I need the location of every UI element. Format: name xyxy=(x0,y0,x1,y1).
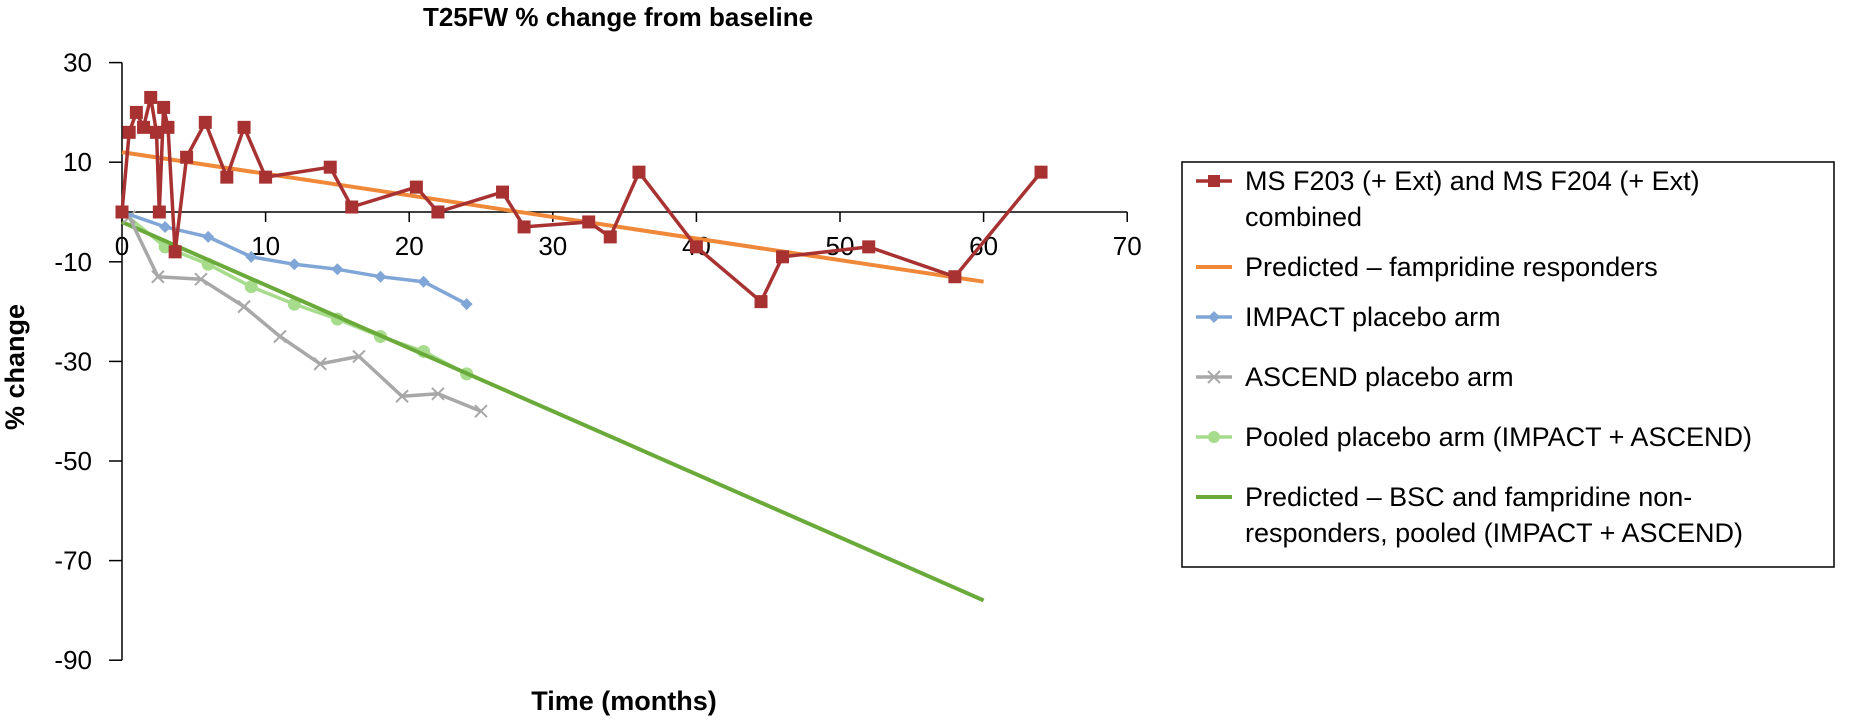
data-point xyxy=(168,245,182,259)
x-tick-label: 30 xyxy=(538,231,567,261)
data-point xyxy=(288,258,301,271)
legend-box xyxy=(1181,161,1835,568)
data-point xyxy=(1208,311,1220,323)
legend-item: Predicted – BSC and fampridine non-respo… xyxy=(1196,482,1743,548)
data-point xyxy=(151,270,165,284)
legend-label: ASCEND placebo arm xyxy=(1245,362,1514,392)
data-point xyxy=(273,329,287,344)
data-point xyxy=(137,120,151,134)
x-tick-label: 70 xyxy=(1113,231,1142,261)
data-point xyxy=(474,404,488,418)
y-tick-label: -30 xyxy=(54,346,92,376)
data-point xyxy=(517,220,531,234)
data-point xyxy=(157,100,171,114)
data-point xyxy=(417,275,430,288)
data-point xyxy=(862,240,876,254)
legend-item: IMPACT placebo arm xyxy=(1196,302,1501,332)
data-point xyxy=(122,125,136,139)
x-tick-label: 50 xyxy=(826,231,855,261)
data-point xyxy=(161,120,175,134)
data-point xyxy=(149,125,163,139)
y-tick-label: -10 xyxy=(54,247,92,277)
y-tick-label: 30 xyxy=(63,48,92,78)
legend-label: IMPACT placebo arm xyxy=(1245,302,1501,332)
data-point xyxy=(194,272,208,286)
data-point xyxy=(431,387,445,401)
series-line xyxy=(121,220,985,603)
y-tick-label: -50 xyxy=(54,446,92,476)
data-point xyxy=(1208,175,1220,187)
data-point xyxy=(152,205,166,219)
data-point xyxy=(431,205,445,219)
y-tick-label: -90 xyxy=(54,645,92,675)
data-point xyxy=(948,270,962,284)
data-point xyxy=(689,240,703,254)
data-point xyxy=(754,295,768,309)
legend-label: Pooled placebo arm (IMPACT + ASCEND) xyxy=(1245,422,1752,452)
x-tick-label: 20 xyxy=(395,231,424,261)
data-point xyxy=(259,170,273,184)
legend-label: responders, pooled (IMPACT + ASCEND) xyxy=(1245,518,1743,548)
plot-series xyxy=(115,90,1048,603)
legend-item: Predicted – fampridine responders xyxy=(1196,252,1658,282)
series-0 xyxy=(115,90,1048,309)
data-point xyxy=(202,230,215,243)
legend-label: MS F203 (+ Ext) and MS F204 (+ Ext) xyxy=(1245,166,1700,196)
data-point xyxy=(345,200,359,214)
data-point xyxy=(159,220,172,233)
y-tick-label: 10 xyxy=(63,147,92,177)
legend-label: combined xyxy=(1245,202,1362,232)
series-3 xyxy=(115,205,488,418)
data-point xyxy=(180,150,194,164)
legend-items: MS F203 (+ Ext) and MS F204 (+ Ext) combi… xyxy=(1196,166,1752,548)
data-point xyxy=(115,205,129,219)
legend-item: Pooled placebo arm (IMPACT + ASCEND) xyxy=(1196,422,1752,452)
data-point xyxy=(1207,370,1221,384)
data-point xyxy=(244,280,258,294)
data-point xyxy=(496,185,510,199)
data-point xyxy=(237,120,251,134)
x-axis-title: Time (months) xyxy=(531,686,717,716)
data-point xyxy=(220,170,234,184)
data-point xyxy=(129,105,143,119)
data-point xyxy=(198,115,212,129)
data-point xyxy=(776,250,790,264)
data-point xyxy=(460,298,473,311)
data-point xyxy=(144,90,158,104)
data-point xyxy=(395,389,409,403)
data-point xyxy=(409,180,423,194)
data-point xyxy=(582,215,596,229)
series-5 xyxy=(121,220,985,603)
chart-title: T25FW % change from baseline xyxy=(423,2,813,32)
data-point xyxy=(245,250,258,263)
data-point xyxy=(313,357,327,371)
data-point xyxy=(352,349,366,364)
legend-label: Predicted – fampridine responders xyxy=(1245,252,1658,282)
legend-item: ASCEND placebo arm xyxy=(1196,362,1514,392)
x-tick-label: 0 xyxy=(115,231,129,261)
y-axis-title: % change xyxy=(0,304,30,430)
data-point xyxy=(1208,431,1220,443)
y-tick-label: -70 xyxy=(54,546,92,576)
legend-label: Predicted – BSC and fampridine non- xyxy=(1245,482,1692,512)
data-point xyxy=(323,160,337,174)
data-point xyxy=(374,270,387,283)
data-point xyxy=(1034,165,1048,179)
data-point xyxy=(632,165,646,179)
data-point xyxy=(603,230,617,244)
data-point xyxy=(331,263,344,276)
data-point xyxy=(237,299,251,314)
legend-item: MS F203 (+ Ext) and MS F204 (+ Ext) combi… xyxy=(1196,166,1700,232)
legend: MS F203 (+ Ext) and MS F204 (+ Ext) combi… xyxy=(1181,161,1835,568)
